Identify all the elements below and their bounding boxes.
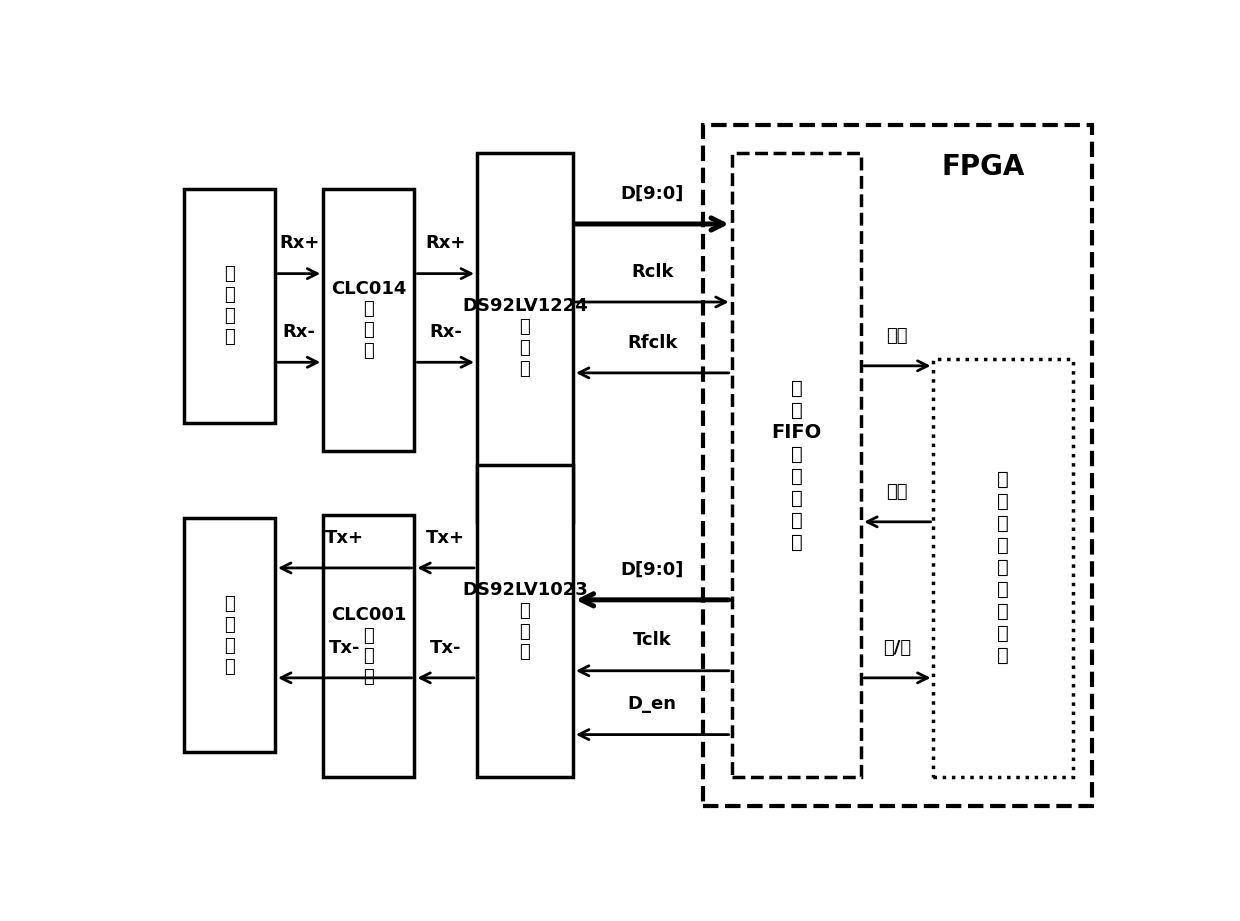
Polygon shape — [477, 153, 573, 522]
Polygon shape — [477, 465, 573, 777]
Text: CLC001
驱
动
器: CLC001 驱 动 器 — [331, 606, 407, 686]
Text: D[9:0]: D[9:0] — [621, 561, 684, 578]
Text: 接
收
及
发
送
控
制
逻
辑: 接 收 及 发 送 控 制 逻 辑 — [997, 471, 1009, 666]
Text: Rx-: Rx- — [283, 323, 316, 341]
Polygon shape — [324, 515, 414, 777]
Text: 内
部
FIFO
数
据
缓
冲
层: 内 部 FIFO 数 据 缓 冲 层 — [771, 379, 822, 552]
Text: Tx-: Tx- — [329, 638, 361, 657]
Polygon shape — [324, 189, 414, 451]
Text: Rx+: Rx+ — [425, 234, 466, 252]
Text: 空/满: 空/满 — [883, 638, 911, 657]
Text: 接
收
接
口: 接 收 接 口 — [224, 265, 234, 345]
Text: 数据: 数据 — [887, 327, 908, 344]
Text: Rx+: Rx+ — [279, 234, 320, 252]
Text: Tx+: Tx+ — [427, 529, 465, 547]
Polygon shape — [184, 519, 275, 752]
Text: Rfclk: Rfclk — [627, 333, 677, 352]
Polygon shape — [703, 124, 1092, 806]
Text: Rx-: Rx- — [429, 323, 463, 341]
Text: D_en: D_en — [627, 695, 677, 714]
Text: 发
送
接
口: 发 送 接 口 — [224, 595, 234, 675]
Text: FPGA: FPGA — [941, 153, 1024, 181]
Text: DS92LV1023
串
化
器: DS92LV1023 串 化 器 — [463, 581, 588, 661]
Text: Rclk: Rclk — [631, 262, 673, 281]
Text: Tx+: Tx+ — [325, 529, 365, 547]
Polygon shape — [934, 359, 1073, 777]
Polygon shape — [184, 189, 275, 423]
Text: 读写: 读写 — [887, 483, 908, 501]
Text: Tx-: Tx- — [430, 638, 461, 657]
Text: D[9:0]: D[9:0] — [621, 185, 684, 203]
Polygon shape — [732, 153, 862, 777]
Text: CLC014
均
衡
器: CLC014 均 衡 器 — [331, 280, 407, 360]
Text: Tclk: Tclk — [632, 632, 672, 649]
Text: DS92LV1224
解
串
器: DS92LV1224 解 串 器 — [463, 297, 588, 378]
